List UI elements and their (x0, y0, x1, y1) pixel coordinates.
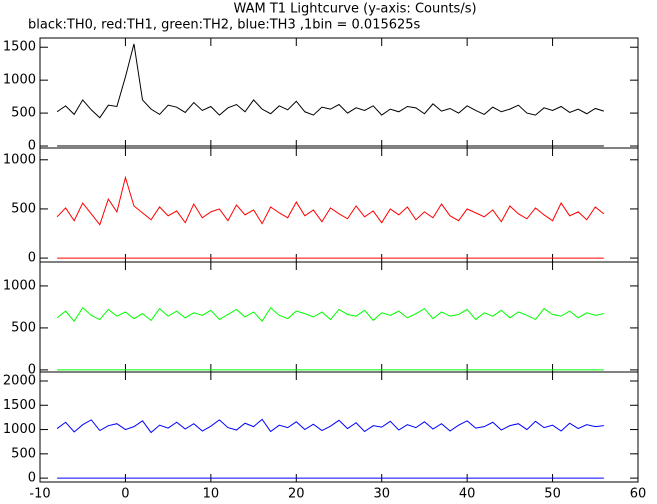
panel-frame (39, 371, 639, 483)
y-tick-label: 1000 (3, 152, 36, 167)
x-tick-label: 60 (630, 487, 647, 502)
y-tick-label: 500 (11, 106, 36, 121)
chart-title: WAM T1 Lightcurve (y-axis: Counts/s) (233, 2, 476, 17)
y-tick-label: 1000 (3, 73, 36, 88)
y-tick-label: 500 (11, 201, 36, 216)
lightcurve (56, 418, 604, 434)
chart-subtitle: black:TH0, red:TH1, green:TH2, blue:TH3 … (28, 18, 421, 33)
y-tick-label: 500 (11, 320, 36, 335)
y-tick-label: 0 (28, 139, 36, 154)
lightcurve (56, 43, 604, 119)
panel-frame (39, 37, 639, 149)
x-tick-label: 20 (288, 487, 305, 502)
x-tick-label: 50 (544, 487, 561, 502)
y-tick-label: 0 (28, 471, 36, 486)
lightcurve (56, 175, 605, 226)
x-tick-label: 30 (373, 487, 390, 502)
y-tick-label: 2000 (3, 373, 36, 388)
x-tick-label: 40 (459, 487, 476, 502)
panel-frame (39, 261, 639, 373)
y-tick-label: 1500 (3, 398, 36, 413)
y-tick-label: 1000 (3, 278, 36, 293)
y-tick-label: 1000 (3, 422, 36, 437)
y-tick-label: 0 (28, 362, 36, 377)
y-tick-label: 500 (11, 446, 36, 461)
y-tick-label: 0 (28, 251, 36, 266)
x-tick-label: 0 (121, 487, 129, 502)
panel-frame (39, 147, 639, 263)
x-tick-label: -10 (29, 487, 50, 502)
y-tick-label: 1500 (3, 40, 36, 55)
x-tick-label: 10 (203, 487, 220, 502)
lightcurve (56, 306, 604, 323)
